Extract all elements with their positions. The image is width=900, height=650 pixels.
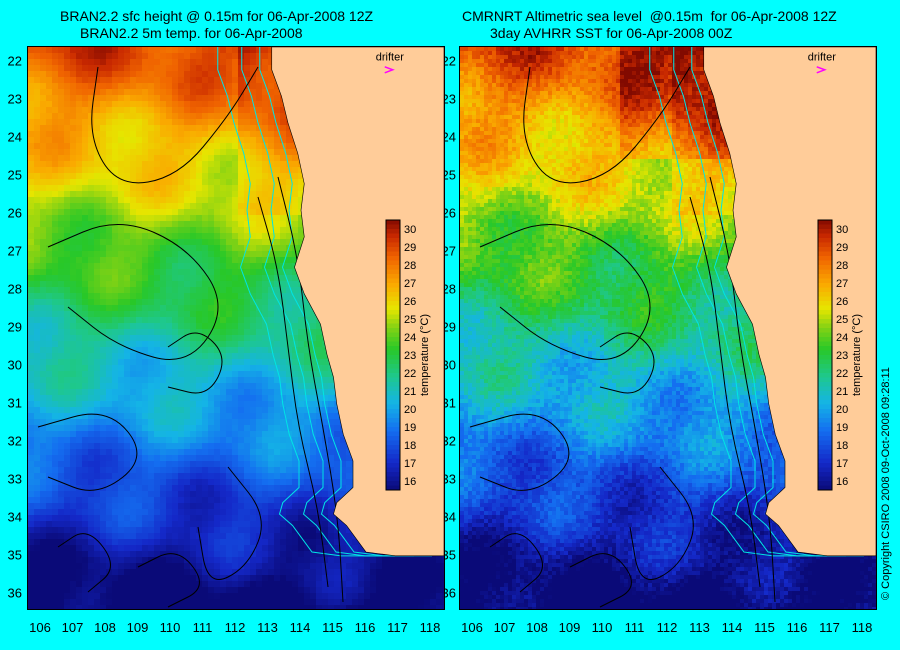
lon-tick-label: 111 — [625, 620, 645, 635]
satellite-sst-map-panel[interactable]: drifter 30 29 28 27 26 25 24 23 22 21 20 19 18 17 16 tem… — [459, 46, 877, 610]
lon-tick-label: 107 — [62, 620, 84, 635]
colorbar-tick-label: 26 — [404, 296, 416, 308]
lon-tick-label: 111 — [193, 620, 213, 635]
colorbar-tick-label: 22 — [836, 368, 848, 380]
lon-tick-label: 114 — [290, 620, 311, 635]
right-title-line1: CMRNRT Altimetric sea level @0.15m for 0… — [462, 8, 892, 25]
colorbar-tick-label: 18 — [404, 440, 416, 452]
lat-tick-label: 29 — [8, 320, 22, 335]
colorbar-label: temperature (°C) — [419, 314, 431, 396]
lon-tick-label: 112 — [225, 620, 246, 635]
lon-tick-label: 118 — [420, 620, 441, 635]
colorbar-tick-label: 17 — [404, 458, 416, 470]
colorbar-tick-label: 20 — [836, 404, 848, 416]
colorbar-label: temperature (°C) — [851, 314, 863, 396]
satellite-sst-map: drifter 30 29 28 27 26 25 24 23 22 21 20 19 18 17 16 tem… — [460, 47, 876, 609]
lon-tick-label: 116 — [355, 620, 376, 635]
lon-tick-label: 115 — [322, 620, 343, 635]
lat-tick-label: 30 — [8, 357, 22, 372]
left-latitude-axis: 22 23 24 25 26 27 28 29 30 31 32 33 34 35 36 — [0, 46, 24, 608]
lon-tick-label: 117 — [387, 620, 408, 635]
lat-tick-label: 26 — [8, 206, 22, 221]
colorbar-tick-label: 30 — [404, 224, 416, 236]
lat-tick-label: 33 — [8, 471, 22, 486]
lat-tick-label: 22 — [8, 54, 22, 69]
right-panel-title: CMRNRT Altimetric sea level @0.15m for 0… — [462, 8, 892, 42]
colorbar-tick-label: 21 — [404, 386, 416, 398]
lon-tick-label: 118 — [852, 620, 873, 635]
lon-tick-label: 108 — [526, 620, 548, 635]
lon-tick-label: 115 — [754, 620, 775, 635]
colorbar-tick-label: 16 — [836, 476, 848, 488]
colorbar-tick-label: 29 — [836, 242, 848, 254]
lat-tick-label: 24 — [8, 130, 22, 145]
colorbar-tick-label: 27 — [836, 278, 848, 290]
colorbar-tick-label: 27 — [404, 278, 416, 290]
left-title-line1: BRAN2.2 sfc height @ 0.15m for 06-Apr-20… — [60, 8, 490, 25]
lat-tick-label: 23 — [8, 92, 22, 107]
colorbar-tick-label: 18 — [836, 440, 848, 452]
colorbar-tick-label: 23 — [404, 350, 416, 362]
left-longitude-axis: 106 107 108 109 110 111 112 113 114 115 116 117 118 — [27, 620, 447, 638]
drifter-label: drifter — [376, 51, 404, 63]
lon-tick-label: 113 — [689, 620, 710, 635]
lat-tick-label: 32 — [8, 433, 22, 448]
lon-tick-label: 114 — [722, 620, 743, 635]
colorbar-tick-label: 17 — [836, 458, 848, 470]
lat-tick-label: 28 — [8, 282, 22, 297]
colorbar-tick-label: 21 — [836, 386, 848, 398]
drifter-label: drifter — [808, 51, 836, 63]
lon-tick-label: 106 — [461, 620, 483, 635]
lat-tick-label: 35 — [8, 547, 22, 562]
lon-tick-label: 107 — [494, 620, 516, 635]
colorbar-tick-label: 29 — [404, 242, 416, 254]
lon-tick-label: 110 — [160, 620, 181, 635]
lat-tick-label: 25 — [8, 168, 22, 183]
colorbar-tick-label: 24 — [836, 332, 848, 344]
colorbar-tick-label: 24 — [404, 332, 416, 344]
left-title-line2: BRAN2.2 5m temp. for 06-Apr-2008 — [60, 25, 490, 42]
colorbar-tick-label: 23 — [836, 350, 848, 362]
lon-tick-label: 117 — [819, 620, 840, 635]
colorbar-tick-label: 25 — [404, 314, 416, 326]
lon-tick-label: 109 — [559, 620, 581, 635]
copyright-notice: © Copyright CSIRO 2008 09-Oct-2008 09:28… — [880, 367, 892, 600]
lon-tick-label: 116 — [787, 620, 808, 635]
colorbar-tick-label: 22 — [404, 368, 416, 380]
colorbar-tick-label: 25 — [836, 314, 848, 326]
right-longitude-axis: 106 107 108 109 110 111 112 113 114 115 116 117 118 — [459, 620, 879, 638]
lat-tick-label: 34 — [8, 509, 22, 524]
right-title-line2: 3day AVHRR SST for 06-Apr-2008 00Z — [462, 25, 892, 42]
colorbar-tick-label: 19 — [404, 422, 416, 434]
bran-model-map-panel[interactable]: drifter 30 29 28 27 26 25 24 23 22 21 20 19 18 17 16 tem… — [27, 46, 445, 610]
colorbar-tick-label: 28 — [404, 260, 416, 272]
lon-tick-label: 112 — [657, 620, 678, 635]
lon-tick-label: 110 — [592, 620, 613, 635]
lon-tick-label: 106 — [29, 620, 51, 635]
bran-model-map: drifter 30 29 28 27 26 25 24 23 22 21 20 19 18 17 16 tem… — [28, 47, 444, 609]
colorbar-tick-label: 30 — [836, 224, 848, 236]
lat-tick-label: 31 — [8, 395, 22, 410]
lon-tick-label: 113 — [257, 620, 278, 635]
left-panel-title: BRAN2.2 sfc height @ 0.15m for 06-Apr-20… — [60, 8, 490, 42]
colorbar-tick-label: 16 — [404, 476, 416, 488]
colorbar-tick-label: 20 — [404, 404, 416, 416]
lat-tick-label: 27 — [8, 244, 22, 259]
lat-tick-label: 36 — [8, 585, 22, 600]
colorbar-tick-label: 28 — [836, 260, 848, 272]
colorbar-tick-label: 26 — [836, 296, 848, 308]
colorbar-tick-label: 19 — [836, 422, 848, 434]
lon-tick-label: 108 — [94, 620, 116, 635]
lon-tick-label: 109 — [127, 620, 149, 635]
